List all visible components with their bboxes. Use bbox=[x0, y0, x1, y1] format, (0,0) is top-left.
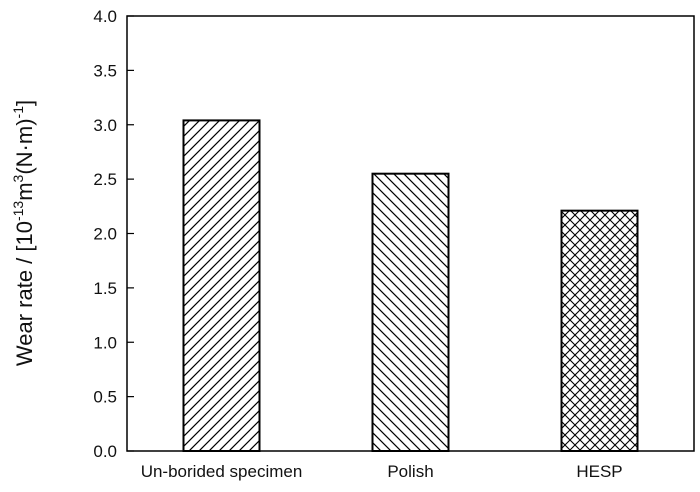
bar-0 bbox=[182, 119, 261, 453]
y-axis-title-mid1: m bbox=[12, 182, 37, 200]
y-axis-title-mid2: (N·m) bbox=[12, 118, 37, 174]
y-tick-label: 3.0 bbox=[93, 116, 117, 135]
y-axis-title-prefix: Wear rate / [10 bbox=[12, 221, 37, 366]
y-axis-title: Wear rate / [10-13m3(N·m)-1] bbox=[10, 100, 37, 366]
y-axis-title-suffix: ] bbox=[12, 100, 37, 106]
bars bbox=[182, 119, 639, 453]
y-tick-label: 0.5 bbox=[93, 388, 117, 407]
x-tick-label: Polish bbox=[387, 462, 433, 481]
y-axis-title-exp3: -1 bbox=[10, 106, 26, 119]
y-tick-label: 1.0 bbox=[93, 333, 117, 352]
y-axis-title-exp2: 3 bbox=[10, 174, 26, 182]
y-tick-label: 2.5 bbox=[93, 170, 117, 189]
y-tick-label: 3.5 bbox=[93, 61, 117, 80]
x-tick-label: Un-borided specimen bbox=[141, 462, 303, 481]
y-tick-label: 2.0 bbox=[93, 225, 117, 244]
y-tick-label: 0.0 bbox=[93, 442, 117, 461]
x-tick-label: HESP bbox=[576, 462, 622, 481]
y-axis: 0.0 0.5 1.0 1.5 2.0 2.5 3.0 3.5 4.0 bbox=[93, 7, 134, 461]
y-axis-title-exp1: -13 bbox=[10, 201, 26, 221]
x-axis: Un-borided specimen Polish HESP bbox=[141, 462, 623, 481]
bar-1 bbox=[371, 172, 450, 452]
y-tick-label: 1.5 bbox=[93, 279, 117, 298]
bar-2 bbox=[560, 209, 639, 452]
plot-frame bbox=[126, 15, 695, 452]
svg-text:Wear rate / [10-13m3(N·m)-1]: Wear rate / [10-13m3(N·m)-1] bbox=[10, 100, 37, 366]
y-tick-label: 4.0 bbox=[93, 7, 117, 26]
